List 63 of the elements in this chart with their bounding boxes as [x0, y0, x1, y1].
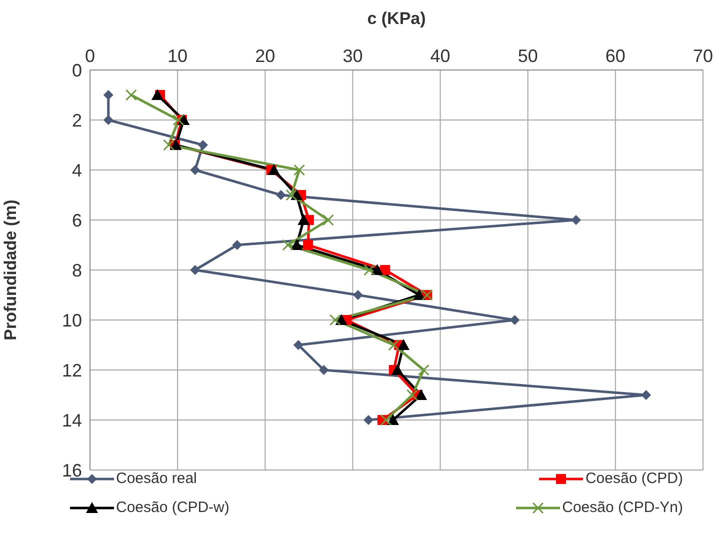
- x-tick-label: 10: [168, 46, 188, 66]
- x-tick-label: 30: [342, 46, 363, 66]
- x-tick-label: 70: [692, 46, 714, 66]
- point: [352, 290, 363, 300]
- x-tick-label: 50: [518, 46, 538, 66]
- point: [391, 364, 404, 375]
- y-tick-label: 0: [72, 60, 82, 80]
- x-tick-label: 40: [430, 46, 450, 66]
- y-axis-title: Profundidade (m): [1, 200, 20, 340]
- point: [232, 240, 242, 250]
- point: [303, 240, 314, 250]
- point: [151, 89, 164, 100]
- point: [268, 164, 280, 175]
- point: [415, 389, 428, 400]
- point: [364, 264, 376, 276]
- y-tick-label: 14: [62, 410, 82, 430]
- point: [290, 239, 303, 250]
- point: [398, 339, 410, 350]
- point: [103, 115, 114, 125]
- y-tick-label: 6: [72, 210, 82, 230]
- point: [329, 314, 341, 326]
- point: [335, 314, 348, 325]
- point: [388, 339, 400, 351]
- y-tick-label: 10: [62, 310, 82, 330]
- point: [386, 414, 399, 425]
- legend-label: Coesão real: [116, 470, 197, 487]
- point: [293, 340, 304, 350]
- y-tick-label: 4: [72, 160, 82, 180]
- y-tick-label: 8: [72, 260, 82, 280]
- y-tick-label: 2: [72, 110, 82, 130]
- point: [406, 389, 418, 401]
- point: [190, 165, 200, 175]
- point: [286, 189, 298, 201]
- point: [413, 289, 426, 300]
- y-tick-label: 16: [62, 460, 82, 480]
- point: [380, 265, 390, 275]
- point: [371, 264, 384, 275]
- point: [510, 315, 520, 325]
- point: [298, 214, 310, 225]
- point: [103, 90, 114, 100]
- legend-label: Coesão (CPD-Yn): [562, 499, 683, 516]
- point: [282, 239, 294, 251]
- point: [198, 140, 208, 150]
- point: [318, 365, 329, 375]
- x-tick-label: 20: [255, 46, 276, 66]
- legend-label: Coesão (CPD-w): [116, 499, 230, 516]
- point: [125, 89, 137, 101]
- point: [363, 415, 374, 425]
- point: [641, 390, 652, 400]
- point: [276, 190, 286, 200]
- point: [418, 364, 430, 376]
- x-tick-label: 60: [605, 46, 626, 66]
- point: [380, 414, 392, 426]
- point: [190, 265, 200, 275]
- point: [294, 164, 306, 176]
- y-tick-label: 12: [62, 360, 82, 380]
- point: [571, 215, 582, 225]
- point: [322, 214, 334, 226]
- point: [163, 139, 175, 151]
- x-axis-title: c (KPa): [367, 9, 426, 28]
- point: [172, 114, 184, 126]
- x-tick-label: 0: [84, 46, 96, 66]
- legend-label: Coesão (CPD): [585, 470, 683, 487]
